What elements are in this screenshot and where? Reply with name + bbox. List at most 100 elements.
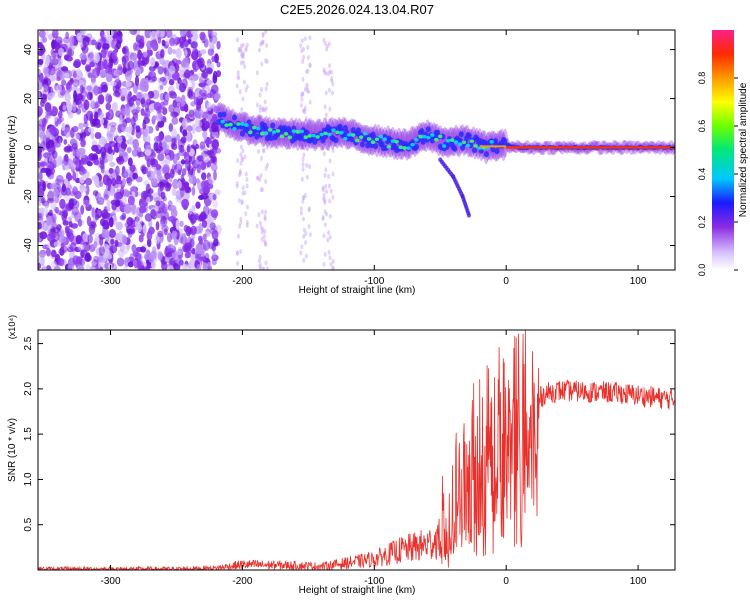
streak-speckle — [262, 147, 266, 153]
noise-speckle — [116, 257, 125, 267]
noise-speckle — [132, 250, 139, 258]
streak-speckle — [265, 43, 269, 49]
noise-speckle — [178, 66, 187, 73]
noise-speckle — [59, 246, 65, 257]
ridge-peak — [438, 134, 443, 139]
streak-speckle — [329, 140, 333, 146]
colorbar-tick-label: 0.4 — [697, 168, 707, 181]
noise-speckle — [157, 251, 163, 261]
ridge-peak — [382, 137, 388, 141]
snr-line — [38, 330, 675, 570]
noise-speckle — [93, 85, 100, 96]
noise-speckle — [90, 39, 97, 46]
noise-speckle — [181, 118, 188, 130]
noise-speckle — [86, 161, 93, 167]
colorbar-tick-label: 0.8 — [697, 72, 707, 85]
noise-speckle — [127, 55, 135, 61]
noise-speckle — [192, 212, 199, 219]
noise-speckle — [104, 218, 112, 225]
streak-speckle — [239, 216, 243, 222]
noise-speckle — [119, 114, 123, 125]
noise-speckle — [110, 186, 115, 196]
noise-speckle — [187, 227, 194, 235]
ridge-peak — [410, 142, 415, 147]
streak-speckle — [258, 220, 262, 226]
noise-speckle — [168, 90, 176, 96]
noise-speckle — [99, 117, 105, 126]
noise-speckle — [127, 261, 134, 268]
noise-speckle — [146, 135, 151, 143]
noise-speckle — [108, 167, 114, 174]
streak-speckle — [321, 185, 325, 191]
noise-speckle — [126, 217, 134, 226]
streak-speckle — [321, 214, 325, 220]
streak-speckle — [301, 216, 305, 222]
noise-speckle — [38, 161, 41, 168]
noise-speckle — [145, 183, 151, 194]
noise-speckle — [77, 99, 83, 109]
noise-speckle — [42, 36, 48, 43]
noise-speckle — [124, 222, 130, 228]
streak-speckle — [322, 196, 326, 202]
streak-speckle — [255, 70, 259, 76]
noise-speckle — [42, 180, 46, 192]
noise-speckle — [142, 266, 149, 270]
noise-speckle — [116, 136, 123, 143]
noise-speckle — [177, 138, 186, 148]
streak-speckle — [307, 207, 311, 213]
streak-speckle — [301, 161, 305, 167]
noise-speckle — [176, 163, 182, 171]
noise-speckle — [160, 191, 166, 200]
noise-speckle — [86, 85, 92, 91]
noise-speckle — [171, 111, 179, 117]
ridge-core — [493, 138, 499, 145]
noise-speckle — [184, 159, 190, 165]
noise-speckle — [201, 220, 208, 229]
streak-speckle — [307, 223, 311, 229]
ridge-peak — [236, 122, 241, 126]
ridge-peak — [465, 143, 471, 148]
streak-speckle — [258, 108, 262, 114]
noise-speckle — [185, 225, 192, 237]
noise-speckle — [174, 96, 183, 103]
streak-speckle — [304, 231, 308, 237]
noise-speckle — [146, 158, 151, 168]
streak-speckle — [265, 145, 269, 151]
noise-speckle — [140, 98, 146, 105]
noise-speckle — [77, 93, 84, 102]
noise-speckle — [213, 92, 221, 101]
ridge-peak — [275, 129, 281, 133]
noise-speckle — [152, 115, 157, 121]
streak-speckle — [256, 148, 260, 154]
streak-speckle — [241, 148, 245, 154]
noise-speckle — [63, 138, 68, 145]
noise-speckle — [211, 36, 217, 45]
ridge-peak — [307, 134, 312, 138]
ridge-peak — [351, 133, 356, 137]
ridge-peak — [224, 123, 229, 127]
streak-speckle — [263, 239, 267, 245]
streak-speckle — [300, 92, 304, 98]
noise-speckle — [63, 36, 71, 44]
ridge-peak — [339, 130, 344, 135]
noise-speckle — [69, 77, 74, 84]
streak-speckle — [300, 176, 304, 182]
noise-speckle — [113, 91, 121, 97]
noise-speckle — [206, 262, 213, 268]
noise-speckle — [45, 265, 52, 270]
noise-speckle — [191, 204, 196, 213]
noise-speckle — [197, 179, 202, 191]
ridge-peak — [374, 137, 380, 142]
noise-speckle — [38, 198, 42, 207]
noise-speckle — [123, 168, 132, 179]
noise-speckle — [108, 57, 114, 64]
streak-speckle — [299, 210, 303, 216]
ridge-peak — [244, 123, 249, 127]
noise-speckle — [187, 131, 191, 143]
streak-speckle — [301, 76, 305, 82]
noise-speckle — [54, 195, 60, 204]
noise-speckle — [151, 170, 158, 180]
noise-speckle — [111, 101, 118, 112]
noise-speckle — [211, 121, 219, 133]
noise-speckle — [199, 141, 206, 150]
